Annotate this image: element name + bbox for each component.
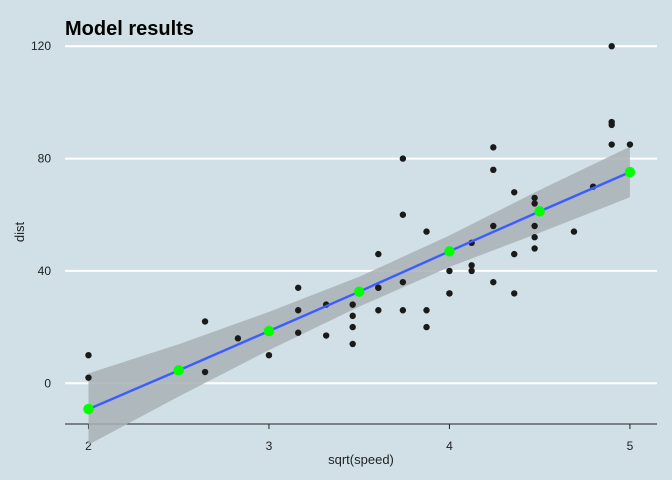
observation-point <box>423 307 430 314</box>
y-tick-labels: 0 40 80 120 <box>31 39 51 390</box>
observation-points <box>85 43 634 381</box>
observation-point <box>423 323 430 331</box>
observation-point <box>490 144 497 151</box>
y-tick-label: 80 <box>38 152 52 166</box>
observation-point <box>490 278 497 286</box>
observation-point <box>234 335 242 342</box>
observation-point <box>446 267 453 275</box>
fit-point <box>444 246 455 257</box>
x-tick-label: 3 <box>266 439 273 453</box>
observation-point <box>294 284 302 291</box>
observation-point <box>626 141 634 148</box>
observation-point <box>399 278 407 286</box>
observation-point <box>511 290 518 297</box>
observation-point <box>423 228 430 235</box>
observation-point <box>201 318 209 325</box>
observation-point <box>322 332 330 339</box>
y-axis-label: dist <box>12 221 27 242</box>
x-tick-labels: 2 3 4 5 <box>85 439 633 453</box>
observation-point <box>85 374 92 381</box>
observation-point <box>511 189 518 196</box>
observation-point <box>399 211 407 218</box>
observation-point <box>531 245 538 252</box>
fit-point <box>353 286 365 297</box>
x-tick-label: 4 <box>446 439 453 453</box>
gridlines <box>65 45 657 385</box>
observation-point <box>85 351 92 359</box>
y-tick-label: 0 <box>44 376 51 390</box>
fit-point <box>173 365 184 376</box>
observation-point <box>446 290 453 297</box>
observation-point <box>294 329 302 336</box>
observation-point <box>201 368 209 376</box>
observation-point <box>608 118 615 126</box>
observation-point <box>531 200 538 207</box>
x-tick-marks <box>87 424 631 429</box>
fit-points <box>83 166 636 415</box>
observation-point <box>570 228 578 235</box>
observation-point <box>375 250 382 258</box>
observation-point <box>375 307 382 314</box>
observation-point <box>294 307 302 314</box>
chart-title: Model results <box>65 18 194 40</box>
y-tick-label: 40 <box>38 264 52 278</box>
observation-point <box>531 234 538 241</box>
observation-point <box>349 312 356 320</box>
observation-point <box>349 323 356 331</box>
x-tick-label: 2 <box>85 439 92 453</box>
observation-point <box>468 267 475 275</box>
observation-point <box>511 250 518 258</box>
y-tick-label: 120 <box>31 39 51 53</box>
x-axis-label: sqrt(speed) <box>328 452 394 467</box>
observation-point <box>349 301 356 308</box>
observation-point <box>531 222 538 230</box>
x-tick-label: 5 <box>627 439 634 453</box>
observation-point <box>490 166 497 174</box>
observation-point <box>399 307 407 314</box>
observation-point <box>468 262 475 269</box>
observation-point <box>608 141 615 148</box>
observation-point <box>375 284 382 291</box>
observation-point <box>608 43 615 50</box>
fit-point <box>83 403 94 415</box>
fit-point <box>263 325 275 337</box>
fit-point <box>534 206 545 217</box>
observation-point <box>349 340 356 348</box>
observation-point <box>490 222 497 230</box>
fit-point <box>624 166 636 178</box>
observation-point <box>265 351 273 359</box>
observation-point <box>399 155 407 162</box>
observation-point <box>531 194 538 202</box>
